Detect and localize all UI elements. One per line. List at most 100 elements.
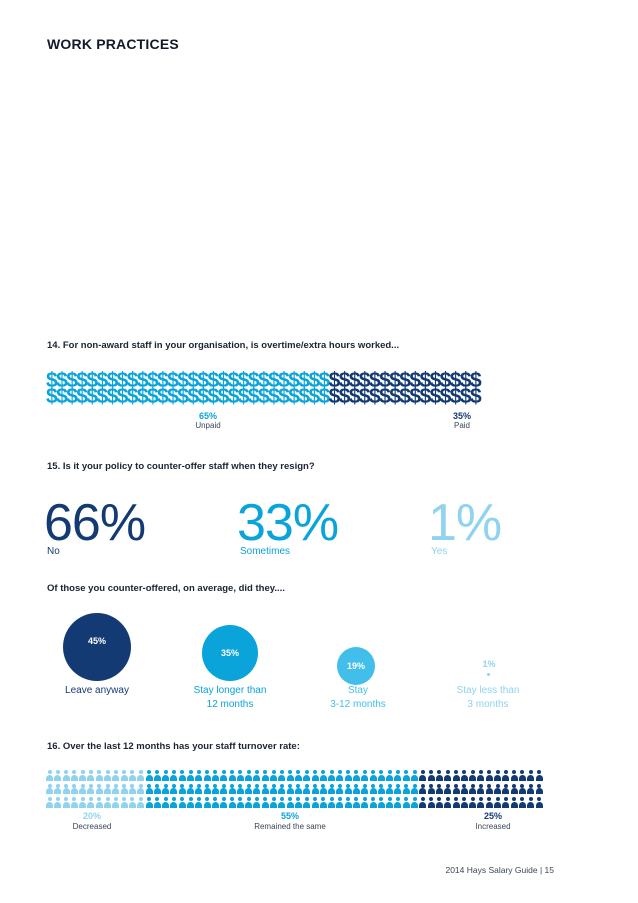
turnover-increased-label: Increased (475, 822, 511, 831)
dollar-unpaid-icon: $ (217, 369, 230, 392)
person-icon (286, 783, 294, 796)
person-icon (469, 783, 477, 796)
outcome-stay-long-caption: Stay longer than 12 months (175, 684, 285, 712)
dollar-paid-icon: $ (338, 385, 351, 408)
person-icon (435, 797, 443, 809)
dollar-unpaid-icon: $ (308, 369, 320, 392)
person-icon (220, 783, 228, 796)
person-icon (87, 770, 95, 782)
person-icon (145, 797, 153, 809)
dollar-paid-icon: $ (399, 369, 411, 392)
question-14: 14. For non-award staff in your organisa… (47, 340, 400, 351)
person-icon (54, 770, 62, 782)
dollar-paid-icon: $ (419, 385, 431, 408)
person-icon (54, 783, 62, 796)
dollar-unpaid-icon: $ (247, 369, 260, 392)
person-icon (261, 797, 269, 809)
outcome-stay-short-caption: Stay less than 3 months (438, 684, 538, 712)
dollar-unpaid-icon: $ (46, 385, 58, 408)
dollar-paid-icon: $ (449, 385, 462, 408)
dollar-unpaid-icon: $ (56, 385, 68, 408)
dollar-unpaid-icon: $ (318, 385, 331, 408)
outcome-leave-circle: 45% (63, 613, 131, 681)
person-icon (46, 770, 53, 782)
dollar-unpaid-icon: $ (187, 385, 199, 408)
dollar-unpaid-icon: $ (197, 369, 209, 392)
person-icon (477, 770, 485, 782)
person-icon (402, 770, 410, 782)
person-icon (70, 783, 78, 796)
person-icon (344, 783, 352, 796)
person-icon (128, 770, 136, 782)
person-icon (336, 797, 344, 809)
person-icon (494, 783, 502, 796)
dollar-paid-icon: $ (369, 385, 381, 408)
person-icon (386, 770, 394, 782)
person-icon (369, 770, 377, 782)
person-icon (452, 770, 460, 782)
dollar-unpaid-icon: $ (136, 369, 149, 392)
question-16: 16. Over the last 12 months has your sta… (47, 741, 300, 752)
person-icon (128, 797, 136, 809)
outcome-stay-mid-line1: Stay (347, 685, 368, 696)
dollar-unpaid-icon: $ (86, 369, 98, 392)
person-icon (211, 770, 219, 782)
person-icon (270, 783, 278, 796)
dollar-unpaid-icon: $ (146, 385, 159, 408)
person-icon (419, 770, 427, 782)
counter-offer-no-label: No (47, 546, 60, 557)
outcome-stay-long-line2: 12 months (206, 699, 254, 710)
outcome-stay-long-pct: 35% (220, 648, 239, 658)
person-icon (170, 797, 178, 809)
dollar-paid-icon: $ (369, 369, 381, 392)
person-icon (444, 797, 452, 809)
dollar-unpaid-icon: $ (247, 385, 260, 408)
person-icon (253, 770, 261, 782)
person-icon (377, 783, 385, 796)
person-icon (220, 770, 228, 782)
dollar-unpaid-icon: $ (298, 369, 310, 392)
person-icon (170, 770, 178, 782)
dollar-paid-icon: $ (469, 385, 482, 408)
person-icon (361, 783, 369, 796)
outcome-stay-short-pct: 1% (482, 659, 496, 669)
person-icon (62, 770, 70, 782)
dollar-paid-icon: $ (449, 369, 462, 392)
person-icon (79, 797, 87, 809)
dollar-unpaid-icon: $ (56, 369, 68, 392)
dollar-paid-icon: $ (419, 369, 431, 392)
dollar-paid-icon: $ (389, 385, 401, 408)
person-icon (211, 797, 219, 809)
person-icon (502, 783, 510, 796)
dollar-unpaid-icon: $ (146, 369, 159, 392)
person-icon (469, 797, 477, 809)
counter-offer-yes-pct: 1% (428, 494, 502, 552)
person-icon (120, 783, 128, 796)
dollar-paid-icon: $ (358, 369, 371, 392)
person-icon (270, 797, 278, 809)
person-icon (527, 783, 535, 796)
person-icon (361, 770, 369, 782)
overtime-paid-label: Paid (453, 421, 470, 430)
dollar-paid-icon: $ (389, 369, 401, 392)
page-footer: 2014 Hays Salary Guide | 15 (445, 865, 554, 875)
person-icon (452, 783, 460, 796)
dollar-unpaid-icon: $ (257, 369, 270, 392)
person-icon (411, 783, 419, 796)
dollar-paid-icon: $ (439, 385, 452, 408)
person-icon (510, 770, 518, 782)
person-icon (245, 797, 253, 809)
person-icon (502, 797, 510, 809)
person-icon (145, 770, 153, 782)
person-icon (444, 783, 452, 796)
person-icon (377, 770, 385, 782)
person-icon (402, 783, 410, 796)
person-icon (228, 783, 236, 796)
dollar-unpaid-icon: $ (288, 385, 300, 408)
person-icon (386, 797, 394, 809)
turnover-decreased-pct: 20% (82, 811, 101, 821)
person-icon (153, 797, 161, 809)
person-icon (386, 783, 394, 796)
person-icon (178, 770, 186, 782)
person-icon (477, 783, 485, 796)
